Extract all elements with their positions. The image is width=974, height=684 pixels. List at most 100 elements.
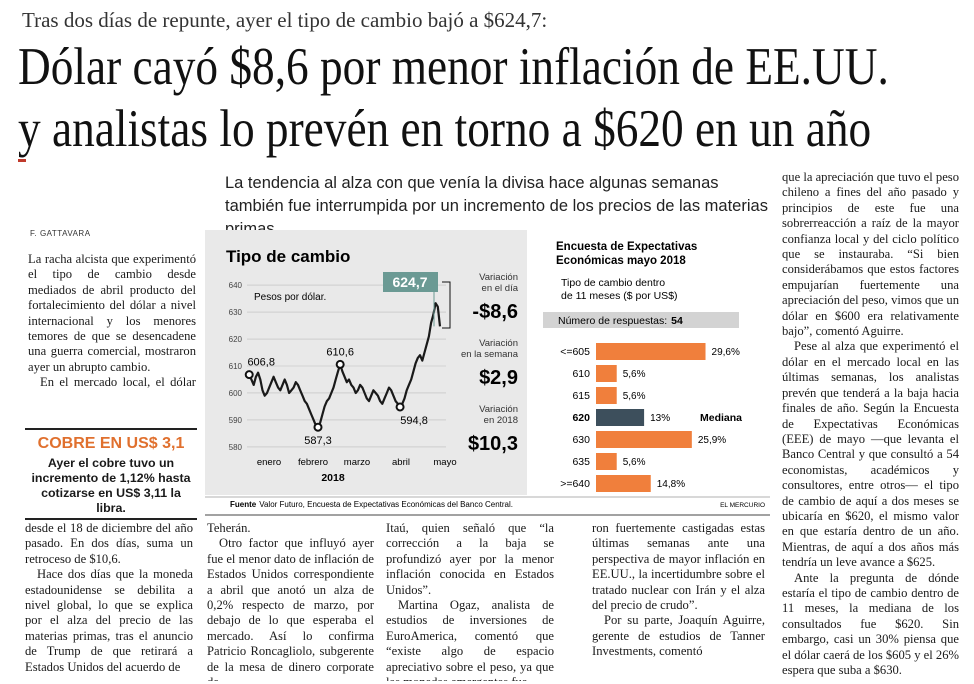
value-label: 29,6% [712,347,740,358]
bar [596,431,692,448]
column: Itaú, quien señaló que “la corrección a … [386,521,554,681]
sidebar: COBRE EN US$ 3,1 Ayer el cobre tuvo un i… [25,428,197,520]
stat-label: en 2018 [484,415,518,426]
paragraph: Martina Ogaz, analista de estudios de in… [386,598,554,681]
value-label: 5,6% [623,457,646,468]
headline-line: Dólar cayó $8,6 por menor inflación de E… [18,38,889,96]
column: desde el 18 de diciembre del año pasado.… [25,521,193,681]
annotation-label: 606,8 [247,357,275,369]
lead: La tendencia al alza con que venía la di… [225,174,768,238]
bar [596,365,617,382]
stat-value: $10,3 [468,433,518,455]
responses-bg [543,312,739,328]
bracket [442,281,451,329]
y-tick-label: 630 [229,308,243,317]
x-axis-label: 2018 [321,472,345,484]
line [246,302,442,429]
highlight-label: 624,7 [392,274,427,290]
y-tick-label: 600 [229,389,243,398]
y-tick-label: 640 [229,281,243,290]
value-label: 25,9% [698,435,726,446]
x-tick-label: abril [392,457,410,468]
annotation-marker [313,422,323,432]
x-tick-label: mayo [433,457,456,468]
category-label: 635 [572,456,590,468]
source: Valor Futuro, Encuesta de Expectativas E… [259,500,513,509]
paragraph: que la apreciación que tuvo el peso chil… [782,170,959,339]
chart-subtitle: Tipo de cambio dentro [561,277,665,289]
median-label: Mediana [700,412,742,424]
paragraph: En el mercado local, el dólar retrocedió… [28,375,196,392]
column: Teherán. Otro factor que influyó ayer fue… [207,521,374,681]
bar [596,387,617,404]
value-label: 5,6% [623,391,646,402]
category-label: <=605 [560,346,590,358]
stat-value: $2,9 [479,367,518,389]
x-tick-label: marzo [344,457,370,468]
chart-subtitle: Pesos por dólar. [254,292,326,303]
legend-bg [249,289,333,303]
stat-label: Variación [479,404,518,415]
paragraph: La racha alcista que experimentó el tipo… [28,252,196,374]
highlight-box [383,272,438,292]
byline: F. GATTAVARA [30,229,91,238]
bar [596,453,617,470]
category-label: 620 [572,412,590,424]
value-label: 14,8% [657,479,685,490]
bar [596,409,645,426]
category-label: 630 [572,434,590,446]
paragraph: Pese al alza que experimentó el dólar en… [782,339,959,570]
responses-label: Número de respuestas: [558,315,667,327]
value-label: 5,6% [623,369,646,380]
y-tick-label: 590 [229,416,243,425]
category-label: 615 [572,390,590,402]
x-tick-label: febrero [298,457,328,468]
annotation-marker [395,402,405,412]
responses-value: 54 [671,315,683,327]
chart-title: Encuesta de Expectativas [556,241,697,253]
stat-label: Variación [479,272,518,283]
stat-label: en la semana [461,349,519,360]
y-tick-label: 610 [229,362,243,371]
paragraph: Ante la pregunta de dónde estaría el tip… [782,570,959,677]
annotation-label: 610,6 [326,346,354,358]
category-label: 610 [572,368,590,380]
paragraph: Hace dos días que la moneda estadouniden… [25,567,193,674]
paragraph: Por su parte, Joaquín Aguirre, gerente d… [592,613,765,659]
column: La racha alcista que experimentó el tipo… [28,252,196,392]
rule [18,159,26,162]
chart-title: Económicas mayo 2018 [556,255,686,267]
annotation-label: 587,3 [304,435,332,447]
kicker: Tras dos días de repunte, ayer el tipo d… [22,8,548,32]
annotation-marker [244,370,254,380]
value-label: 13% [650,413,670,424]
bar [596,343,706,360]
x-tick-label: enero [257,457,281,468]
bar [596,475,651,492]
headline: Dólar cayó $8,6 por menor inflación de E… [18,36,959,160]
sidebar-title: COBRE EN US$ 3,1 [37,435,185,452]
y-tick-label: 620 [229,335,243,344]
annotation-label: 594,8 [400,415,428,427]
y-tick-label: 580 [229,443,243,452]
credit: EL MERCURIO [720,502,765,509]
paragraph: Itaú, quien señaló que “la corrección a … [386,521,554,597]
source-label: Fuente [230,500,257,509]
paragraph: Teherán. [207,521,251,535]
column: que la apreciación que tuvo el peso chil… [782,170,959,682]
paragraph: desde el 18 de diciembre del año pasado.… [25,521,193,566]
sidebar-text: Ayer el cobre tuvo un incremento de 1,12… [31,456,191,515]
stat-value: -$8,6 [472,301,518,323]
paragraph: ron fuertemente castigadas estas últimas… [592,521,765,613]
category-label: >=640 [560,478,590,490]
annotation-marker [335,359,345,369]
stat-label: Variación [479,338,518,349]
headline-line: y analistas lo prevén en torno a $620 en… [18,100,872,158]
chart-subtitle: de 11 meses ($ por US$) [561,290,678,302]
column: ron fuertemente castigadas estas últimas… [592,521,765,681]
chart-title: Tipo de cambio [226,247,350,266]
panel [205,230,527,495]
paragraph: Otro factor que influyó ayer fue el meno… [207,536,374,681]
stat-label: en el día [482,283,519,294]
